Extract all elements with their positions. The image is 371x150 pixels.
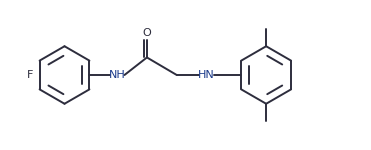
Text: NH: NH <box>109 70 125 80</box>
Text: F: F <box>27 70 33 80</box>
Text: HN: HN <box>198 70 215 80</box>
Text: O: O <box>142 28 151 38</box>
